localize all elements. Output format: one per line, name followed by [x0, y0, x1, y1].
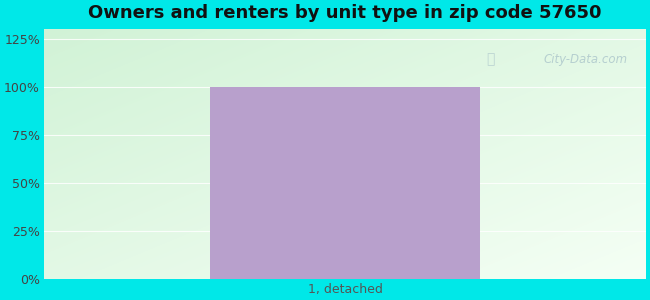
Bar [210, 87, 480, 279]
Text: City-Data.com: City-Data.com [543, 53, 628, 66]
Text: Ⓢ: Ⓢ [486, 52, 495, 66]
Title: Owners and renters by unit type in zip code 57650: Owners and renters by unit type in zip c… [88, 4, 602, 22]
